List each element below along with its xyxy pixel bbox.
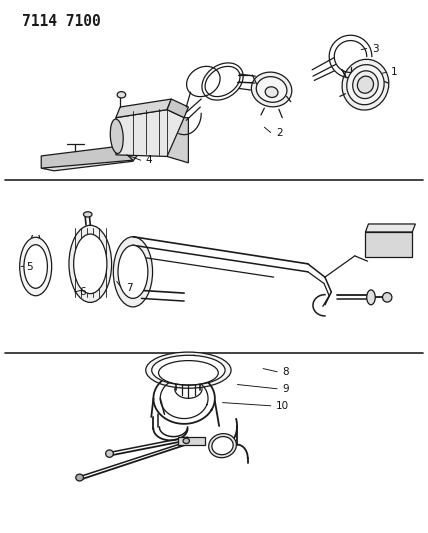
Text: 4: 4 xyxy=(146,155,152,165)
Ellipse shape xyxy=(383,293,392,302)
Polygon shape xyxy=(366,232,412,257)
Ellipse shape xyxy=(113,237,152,307)
Ellipse shape xyxy=(76,474,83,481)
Text: 10: 10 xyxy=(276,401,289,411)
Ellipse shape xyxy=(347,64,384,105)
Ellipse shape xyxy=(353,71,378,99)
Ellipse shape xyxy=(183,438,190,443)
Ellipse shape xyxy=(117,92,126,98)
Ellipse shape xyxy=(74,234,107,294)
Ellipse shape xyxy=(251,72,292,107)
Polygon shape xyxy=(178,437,205,445)
Ellipse shape xyxy=(256,77,287,102)
Polygon shape xyxy=(167,99,188,118)
Ellipse shape xyxy=(83,212,92,217)
Ellipse shape xyxy=(212,437,233,455)
Polygon shape xyxy=(118,147,142,161)
Text: 7: 7 xyxy=(127,283,133,293)
Ellipse shape xyxy=(146,352,231,388)
Text: 8: 8 xyxy=(282,367,289,377)
Text: 9: 9 xyxy=(282,384,289,394)
Ellipse shape xyxy=(265,87,278,98)
Text: 6: 6 xyxy=(80,287,86,297)
Text: 1: 1 xyxy=(391,68,398,77)
Ellipse shape xyxy=(357,76,374,93)
Ellipse shape xyxy=(106,450,113,457)
Polygon shape xyxy=(366,224,415,232)
Ellipse shape xyxy=(110,119,123,154)
Ellipse shape xyxy=(209,434,236,458)
Text: 2: 2 xyxy=(276,127,282,138)
Ellipse shape xyxy=(367,290,375,305)
Polygon shape xyxy=(116,110,184,157)
Ellipse shape xyxy=(24,245,48,288)
Ellipse shape xyxy=(69,225,112,302)
Text: 7114 7100: 7114 7100 xyxy=(22,14,101,29)
Polygon shape xyxy=(41,159,133,171)
Text: 5: 5 xyxy=(26,262,33,271)
Ellipse shape xyxy=(118,245,148,298)
Ellipse shape xyxy=(20,237,52,296)
Text: 3: 3 xyxy=(372,44,378,53)
Ellipse shape xyxy=(152,356,225,385)
Polygon shape xyxy=(116,99,171,118)
Polygon shape xyxy=(41,147,133,168)
Ellipse shape xyxy=(342,59,389,110)
Polygon shape xyxy=(167,118,188,163)
